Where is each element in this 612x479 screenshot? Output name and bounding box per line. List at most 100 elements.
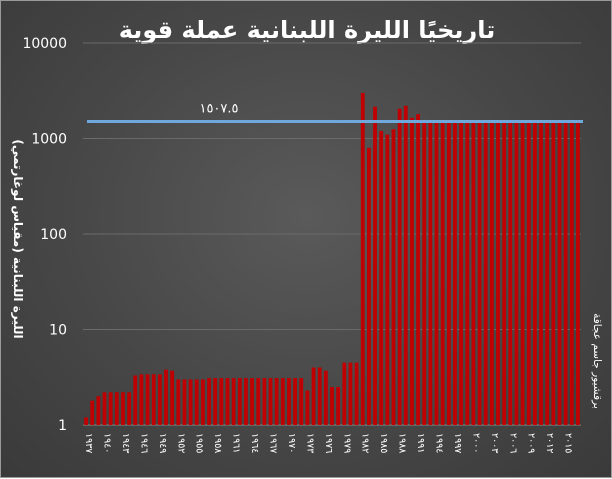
bar — [256, 378, 261, 425]
bar — [311, 367, 316, 425]
x-tick-label: ١٩٩٤ — [434, 433, 445, 453]
bar — [403, 105, 408, 425]
bar — [262, 378, 267, 425]
bar — [231, 378, 236, 425]
bar — [366, 147, 371, 425]
y-tick-label: 100 — [40, 227, 67, 243]
bar — [299, 378, 304, 425]
x-tick-label: ١٩٦٧ — [268, 433, 279, 453]
bar — [385, 134, 390, 425]
bar — [102, 392, 107, 425]
bar — [563, 121, 568, 425]
bar — [496, 121, 500, 425]
bar — [280, 378, 285, 425]
bar — [287, 378, 291, 425]
bar — [391, 129, 396, 425]
bar — [317, 367, 322, 425]
x-tick-label: ٢٠١٢ — [544, 433, 555, 453]
bar — [397, 108, 402, 425]
bar — [213, 378, 218, 425]
x-tick-label: ٢٠٠٣ — [489, 433, 500, 453]
y-tick-label: 1 — [58, 418, 67, 434]
bar — [330, 386, 334, 425]
bar — [539, 121, 543, 425]
bar — [379, 130, 384, 426]
bar — [348, 362, 353, 425]
credit-label: برقشيور جاسم عجاقة — [591, 313, 603, 409]
bar — [373, 106, 377, 425]
x-tick-label: ١٩٤٩ — [157, 433, 168, 453]
bar — [360, 92, 365, 425]
y-axis-label: الليرة اللبنانية (مقياس لوغارتمي) — [10, 139, 25, 338]
bar — [557, 121, 562, 425]
bar — [244, 378, 248, 425]
y-ticks-layer: 1 10 100 1000 10000 — [22, 36, 67, 434]
bar — [194, 379, 199, 425]
x-tick-label: ١٩٨٨ — [397, 433, 408, 453]
x-tick-label: ١٩٦٤ — [249, 433, 260, 453]
bar — [551, 121, 556, 425]
x-tick-label: ٢٠٠٦ — [507, 433, 518, 453]
bar — [164, 369, 168, 425]
bar — [428, 121, 433, 425]
bar — [489, 121, 494, 425]
bar — [145, 374, 150, 425]
bar — [170, 370, 175, 425]
y-tick-label: 10000 — [22, 36, 67, 52]
bar — [440, 121, 445, 425]
bar — [508, 121, 513, 425]
bar — [139, 374, 144, 425]
y-tick-label: 10 — [49, 323, 67, 339]
bar — [108, 392, 113, 425]
x-tick-label: ١٩٦١ — [231, 433, 242, 453]
x-tick-label: ١٩٨٥ — [378, 433, 389, 453]
x-tick-label: ١٩٧٦ — [323, 433, 334, 453]
bar — [274, 378, 279, 425]
x-tick-label: ١٩٤٦ — [138, 433, 149, 453]
grid-layer — [83, 42, 581, 426]
bar — [569, 121, 574, 425]
bar — [157, 374, 162, 425]
x-ticks-layer: ١٩٣٧ ١٩٤٠ ١٩٤٣ ١٩٤٦ ١٩٤٩ ١٩٥٢ ١٩٥٥ ١٩٥٨ ١٩٦١ ١٩٦٤… — [83, 433, 574, 453]
bar — [410, 117, 414, 425]
x-tick-label: ١٩٤٠ — [102, 433, 113, 453]
bar — [526, 121, 531, 425]
bar — [354, 362, 359, 425]
bar — [477, 121, 482, 425]
bar — [237, 378, 242, 425]
bars-layer — [84, 92, 580, 426]
x-tick-label: ٢٠٠٩ — [526, 433, 537, 453]
x-tick-label: ١٩٩٧ — [452, 433, 463, 453]
bar — [465, 121, 470, 425]
x-tick-label: ١٩٧٩ — [341, 433, 352, 453]
bar — [576, 121, 580, 425]
y-tick-label: 1000 — [31, 132, 67, 148]
bar — [416, 114, 420, 426]
bar — [133, 375, 138, 425]
x-tick-label: ١٩٧٠ — [286, 433, 297, 453]
bar — [446, 121, 451, 425]
bar — [305, 390, 310, 425]
bar — [151, 374, 156, 425]
bar — [188, 379, 193, 425]
bar — [268, 378, 273, 425]
bar — [323, 370, 328, 425]
x-tick-label: ١٩٤٣ — [120, 433, 131, 453]
bar — [96, 396, 101, 425]
x-tick-label: ١٩٩١ — [415, 433, 426, 453]
x-tick-label: ١٩٣٧ — [83, 433, 94, 453]
bar — [342, 362, 347, 425]
bar — [84, 417, 88, 425]
x-tick-label: ١٩٥٥ — [194, 433, 205, 453]
bar — [514, 121, 519, 425]
bar — [520, 121, 525, 425]
x-tick-label: ١٩٥٢ — [175, 433, 186, 453]
bar — [483, 121, 488, 425]
bar — [225, 378, 230, 425]
bar — [545, 121, 550, 425]
x-tick-label: ١٩٥٨ — [212, 433, 223, 453]
x-tick-label: ٢٠٠٠ — [470, 433, 481, 453]
reference-line-layer: ١٥٠٧.٥ — [87, 101, 583, 123]
